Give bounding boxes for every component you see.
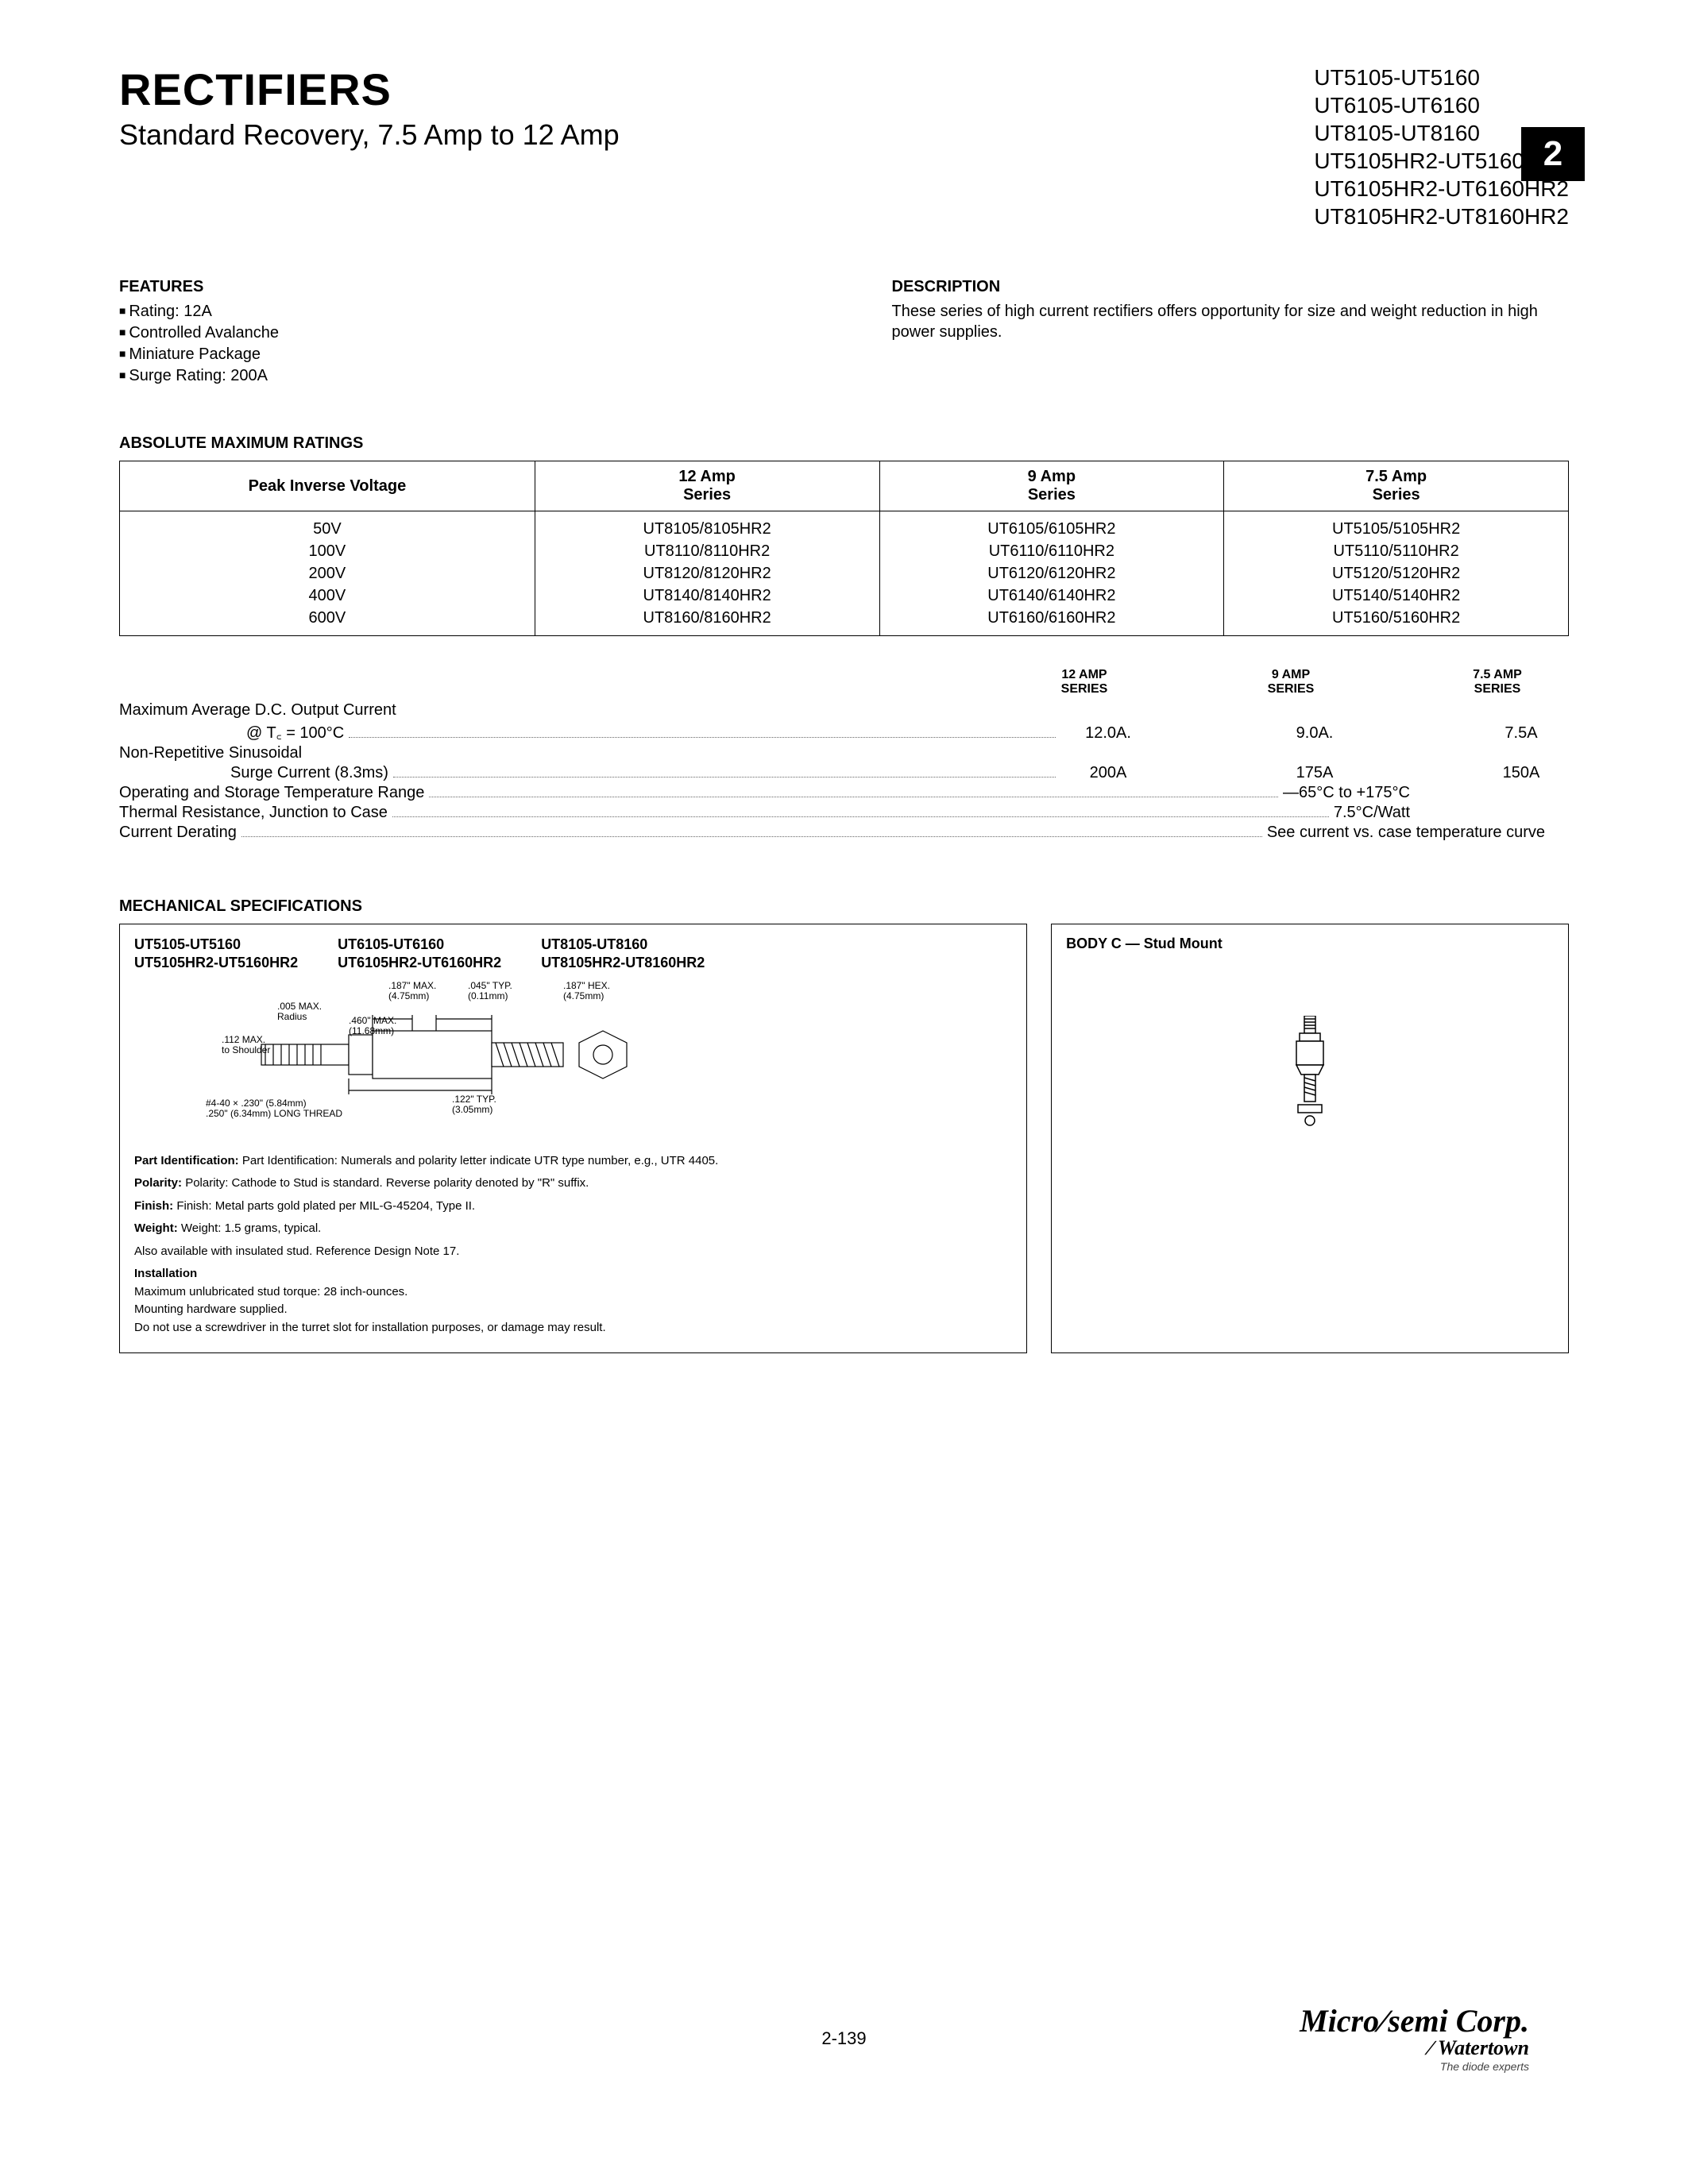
dim-label: #4-40 × .230" (5.84mm) .250" (6.34mm) LO… <box>206 1098 342 1119</box>
mech-note: Part Identification: Part Identification… <box>134 1152 1012 1171</box>
part-number: UT8105HR2-UT8160HR2 <box>1314 203 1569 230</box>
dotted-leader <box>349 737 1056 738</box>
part-number: UT6105-UT6160 <box>1314 91 1569 119</box>
mech-wrap: UT5105-UT5160 UT5105HR2-UT5160HR2 UT6105… <box>119 924 1569 1353</box>
body-c-title: BODY C — Stud Mount <box>1066 936 1554 952</box>
mech-note: Weight: Weight: 1.5 grams, typical. <box>134 1220 1012 1238</box>
features-list: Rating: 12A Controlled Avalanche Miniatu… <box>119 301 797 387</box>
part-number: UT5105-UT5160 <box>1314 64 1569 91</box>
mech-header-row: UT5105-UT5160 UT5105HR2-UT5160HR2 UT6105… <box>134 936 1012 973</box>
logo-main: Micro/semi Corp. <box>1300 2002 1529 2039</box>
spec-row: Maximum Average D.C. Output Current <box>119 701 1569 720</box>
mech-hdr-item: UT5105-UT5160 UT5105HR2-UT5160HR2 <box>134 936 298 973</box>
series12-cell: UT8105/8105HR2 UT8110/8110HR2 UT8120/812… <box>535 511 879 636</box>
features-column: FEATURES Rating: 12A Controlled Avalanch… <box>119 278 797 387</box>
mech-heading: MECHANICAL SPECIFICATIONS <box>119 897 1569 916</box>
spec-row: Current Derating See current vs. case te… <box>119 824 1569 842</box>
spec-row: Surge Current (8.3ms) 200A 175A 150A <box>119 764 1569 782</box>
mech-note: Finish: Finish: Metal parts gold plated … <box>134 1198 1012 1216</box>
dotted-leader <box>241 836 1262 837</box>
title-block: RECTIFIERS Standard Recovery, 7.5 Amp to… <box>119 64 1266 152</box>
mech-note: Installation Maximum unlubricated stud t… <box>134 1265 1012 1337</box>
stud-mount-icon <box>1282 1016 1338 1127</box>
header: RECTIFIERS Standard Recovery, 7.5 Amp to… <box>119 64 1569 230</box>
mech-note: Also available with insulated stud. Refe… <box>134 1243 1012 1261</box>
package-diagram: .187" MAX. (4.75mm) .045" TYP. (0.11mm) … <box>230 987 1012 1138</box>
spec-row: Operating and Storage Temperature Range … <box>119 784 1569 802</box>
description-heading: DESCRIPTION <box>892 278 1570 296</box>
col-header: 9 Amp Series <box>879 461 1224 511</box>
specs-column-headers: 12 AMP SERIES 9 AMP SERIES 7.5 AMP SERIE… <box>119 668 1569 696</box>
subtitle: Standard Recovery, 7.5 Amp to 12 Amp <box>119 118 1266 152</box>
company-logo: Micro/semi Corp. / Watertown The diode e… <box>1300 2002 1529 2073</box>
features-heading: FEATURES <box>119 278 797 296</box>
page-badge: 2 <box>1521 127 1585 181</box>
feature-item: Miniature Package <box>119 344 797 365</box>
spec-row: @ T꜀ = 100°C 12.0A. 9.0A. 7.5A <box>119 721 1569 743</box>
table-row: 50V 100V 200V 400V 600V UT8105/8105HR2 U… <box>120 511 1569 636</box>
logo-sub: / Watertown <box>1300 2036 1529 2060</box>
dim-label: .045" TYP. (0.11mm) <box>468 981 512 1001</box>
spec-values: 12.0A. 9.0A. 7.5A <box>1060 724 1569 743</box>
feature-item: Rating: 12A <box>119 301 797 322</box>
mech-hdr-item: UT6105-UT6160 UT6105HR2-UT6160HR2 <box>338 936 501 973</box>
dim-label: .112 MAX. to Shoulder <box>222 1035 270 1055</box>
main-title: RECTIFIERS <box>119 64 1266 115</box>
mech-notes: Part Identification: Part Identification… <box>134 1152 1012 1337</box>
specs-block: 12 AMP SERIES 9 AMP SERIES 7.5 AMP SERIE… <box>119 668 1569 842</box>
spec-values: 200A 175A 150A <box>1060 764 1569 782</box>
dim-label: .005 MAX. Radius <box>277 1001 322 1022</box>
dotted-leader <box>393 777 1056 778</box>
table-header-row: Peak Inverse Voltage 12 Amp Series 9 Amp… <box>120 461 1569 511</box>
dotted-leader <box>392 816 1329 817</box>
mech-right-box: BODY C — Stud Mount <box>1051 924 1569 1353</box>
series75-cell: UT5105/5105HR2 UT5110/5110HR2 UT5120/512… <box>1224 511 1569 636</box>
piv-cell: 50V 100V 200V 400V 600V <box>120 511 535 636</box>
mech-hdr-item: UT8105-UT8160 UT8105HR2-UT8160HR2 <box>541 936 705 973</box>
features-description-row: FEATURES Rating: 12A Controlled Avalanch… <box>119 278 1569 387</box>
feature-item: Controlled Avalanche <box>119 322 797 344</box>
dim-label: .460" MAX. (11.68mm) <box>349 1016 396 1036</box>
ratings-table: Peak Inverse Voltage 12 Amp Series 9 Amp… <box>119 461 1569 636</box>
dim-label: .187" MAX. (4.75mm) <box>388 981 436 1001</box>
description-column: DESCRIPTION These series of high current… <box>892 278 1570 387</box>
series9-cell: UT6105/6105HR2 UT6110/6110HR2 UT6120/612… <box>879 511 1224 636</box>
mech-note: Polarity: Polarity: Cathode to Stud is s… <box>134 1175 1012 1193</box>
logo-tagline: The diode experts <box>1300 2060 1529 2073</box>
footer: 2-139 Micro/semi Corp. / Watertown The d… <box>0 2028 1688 2049</box>
col-header: 12 Amp Series <box>535 461 879 511</box>
ratings-heading: ABSOLUTE MAXIMUM RATINGS <box>119 434 1569 453</box>
feature-item: Surge Rating: 200A <box>119 365 797 387</box>
spec-row: Thermal Resistance, Junction to Case 7.5… <box>119 804 1569 822</box>
description-text: These series of high current rectifiers … <box>892 301 1570 342</box>
mech-left-box: UT5105-UT5160 UT5105HR2-UT5160HR2 UT6105… <box>119 924 1027 1353</box>
col-header: Peak Inverse Voltage <box>120 461 535 511</box>
dim-label: .122" TYP. (3.05mm) <box>452 1094 496 1115</box>
dim-label: .187" HEX. (4.75mm) <box>563 981 610 1001</box>
col-header: 7.5 Amp Series <box>1224 461 1569 511</box>
spec-row: Non-Repetitive Sinusoidal <box>119 744 1569 762</box>
